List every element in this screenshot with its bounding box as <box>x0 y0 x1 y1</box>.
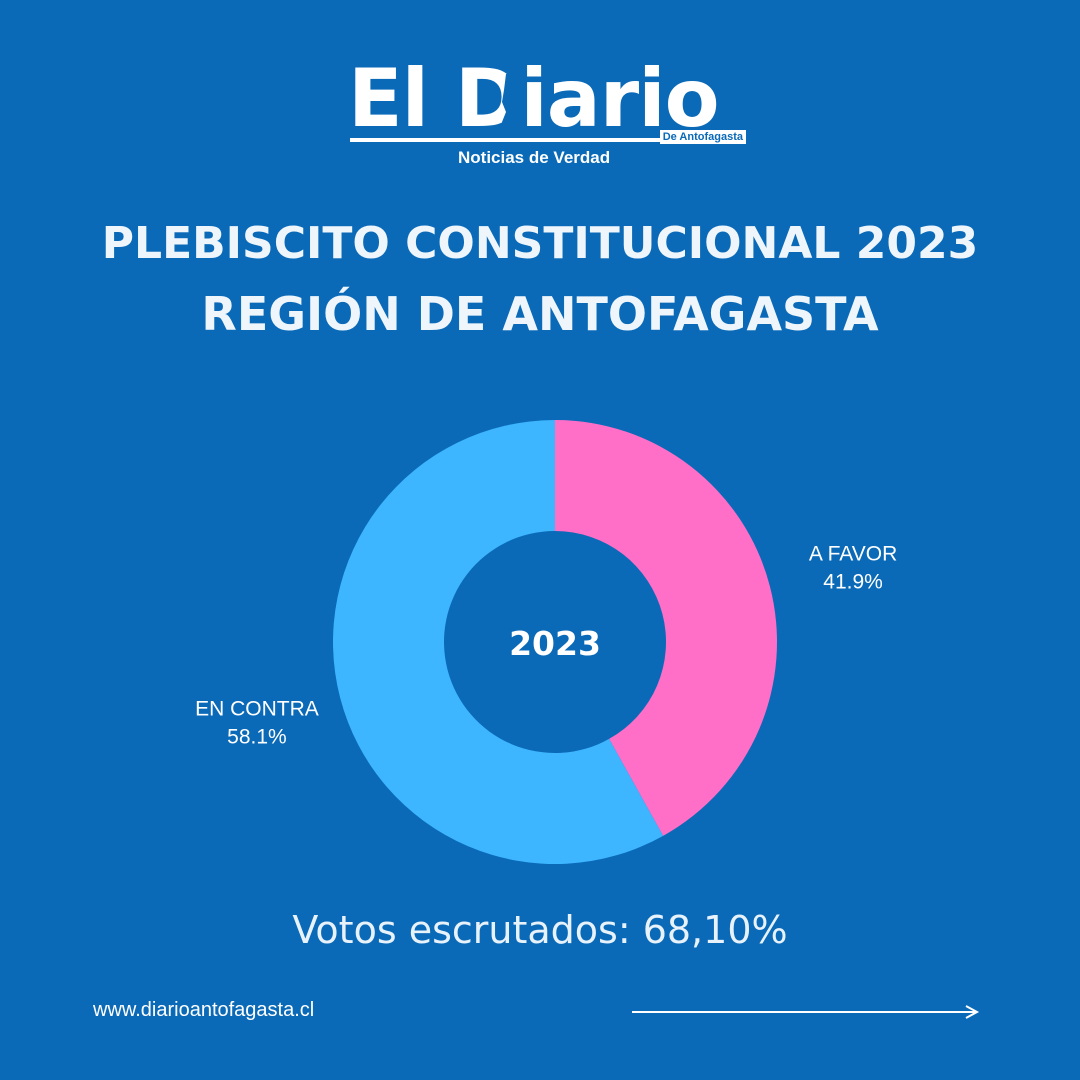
votes-counted-text: Votos escrutados: 68,10% <box>292 908 788 952</box>
headline-line-2: REGIÓN DE ANTOFAGASTA <box>201 287 879 341</box>
slice-label-a-favor: A FAVOR <box>809 542 897 565</box>
logo-underline <box>350 138 742 142</box>
logo: El Diario De Antofagasta Noticias de Ver… <box>348 56 748 176</box>
donut-slices <box>332 420 777 865</box>
slice-value-en-contra: 58.1% <box>227 726 287 749</box>
map-silhouette-icon <box>502 72 524 132</box>
logo-tagline: Noticias de Verdad <box>458 148 611 167</box>
logo-title: El Diario <box>348 52 720 145</box>
chart-center-label: 2023 <box>509 624 601 663</box>
donut-slice-en-contra <box>332 420 664 865</box>
logo-subtitle: De Antofagasta <box>659 130 746 144</box>
arrow-right-icon <box>632 1005 980 1019</box>
donut-slice-a-favor <box>555 420 777 836</box>
slice-value-a-favor: 41.9% <box>823 570 883 593</box>
slice-labels: A FAVOR 41.9% EN CONTRA 58.1% <box>195 542 897 748</box>
headline-line-1: PLEBISCITO CONSTITUCIONAL 2023 <box>101 218 979 269</box>
website-link[interactable]: www.diarioantofagasta.cl <box>93 999 315 1021</box>
slice-label-en-contra: EN CONTRA <box>195 698 319 721</box>
